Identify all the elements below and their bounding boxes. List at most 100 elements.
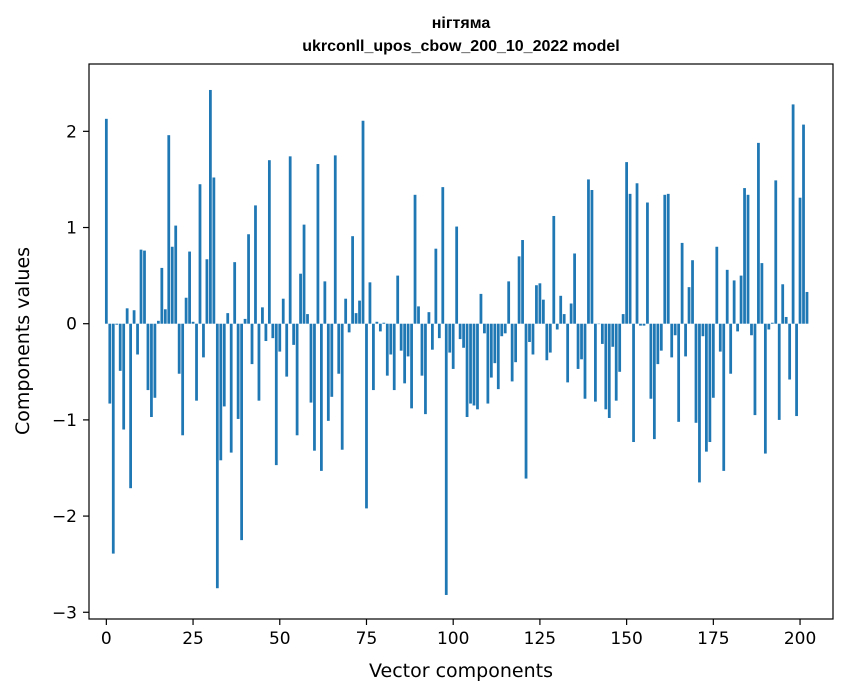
bar [285,323,289,377]
bar [476,323,479,410]
bar [378,323,382,332]
bar [486,323,490,404]
bar [722,323,726,471]
bar [555,323,559,330]
bar [625,162,628,324]
bar [687,287,691,324]
bar [372,323,375,391]
y-tick-label: −3 [52,603,77,623]
bar [462,323,465,348]
bar [656,323,660,365]
bar [222,323,226,407]
y-tick-label: −2 [52,507,77,527]
bar [573,253,576,324]
bar [673,323,677,336]
bar [233,262,237,324]
bar [250,323,254,365]
bar [451,323,455,369]
bar [604,323,608,410]
bar [226,313,230,324]
bar [118,323,122,371]
bar [302,224,306,324]
bar [483,323,486,334]
bar [139,249,143,324]
bar [774,180,778,324]
bar [600,323,604,344]
bar [375,321,379,324]
bar [802,124,805,324]
bar [209,89,212,324]
bar [736,323,739,332]
bar [153,323,157,398]
y-axis: −3 −2 −1 0 1 2 [52,122,89,623]
bar [760,263,764,324]
bar [205,259,209,324]
bars-group [104,89,809,595]
bar [188,251,191,324]
bar [763,323,767,454]
bar [788,323,792,380]
bar [170,246,174,324]
bar [639,323,642,326]
bar [479,293,483,324]
bar [399,323,403,351]
bar [725,269,729,324]
bar [493,323,497,364]
bar [535,285,538,324]
x-axis: 0 25 50 75 100 125 150 175 200 [101,619,816,649]
bar [621,314,625,324]
bar [288,156,292,324]
bar [167,135,171,324]
bar [680,242,684,324]
bar [705,323,708,452]
bar [677,323,681,422]
bar [306,314,309,324]
bar [739,275,743,324]
bar [541,299,545,324]
bar [156,320,160,324]
bar [125,308,129,324]
bar [299,273,302,324]
bar [132,310,136,324]
bar [247,234,250,324]
x-tick-label: 25 [182,629,204,649]
bar [708,323,712,443]
bar [701,323,705,337]
x-tick-label: 125 [524,629,556,649]
bar [323,281,327,324]
bar [278,323,282,352]
bar [403,323,407,384]
bar [389,323,393,355]
bar [784,316,788,324]
bar [330,323,334,397]
bar [264,323,268,342]
bar [274,323,278,466]
bar [663,194,667,324]
bar [181,323,185,436]
bar [424,323,427,415]
bar [198,184,202,324]
bar [160,267,164,324]
x-tick-label: 0 [101,629,112,649]
bar [743,188,746,324]
bar [316,164,320,324]
bar [427,312,431,324]
bar [607,323,611,418]
bar [337,323,341,374]
bar [503,323,507,334]
bar [517,256,521,324]
bar [781,284,785,324]
y-tick-label: 2 [66,122,77,142]
bar [420,323,424,376]
bar [333,155,337,324]
bar [566,323,570,383]
bar [576,323,580,369]
bar [569,303,573,324]
bar [718,323,722,352]
bar [344,298,348,324]
bar [313,323,316,451]
bar [767,323,771,330]
bar [261,307,264,324]
bar [437,323,441,339]
bar [212,177,216,324]
